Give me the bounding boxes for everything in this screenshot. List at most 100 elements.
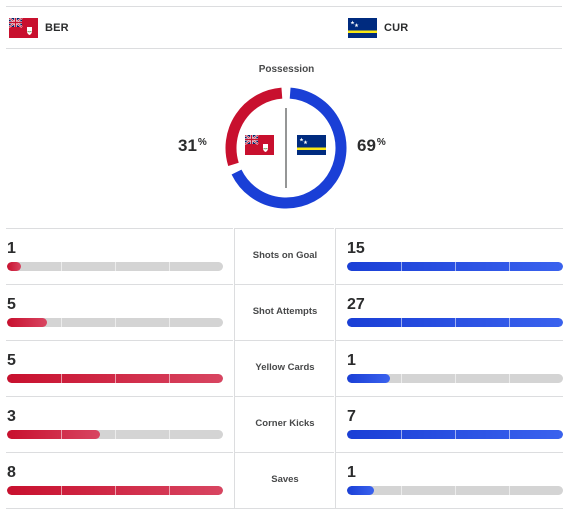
divider (234, 228, 235, 284)
away-stat-value: 7 (347, 408, 356, 425)
bar-tick (401, 262, 402, 271)
home-stat-bar (7, 430, 223, 439)
home-team[interactable]: BER (9, 17, 69, 39)
possession-donut-chart (225, 87, 347, 209)
bar-tick (61, 262, 62, 271)
divider (235, 452, 334, 453)
away-stat-bar (347, 262, 563, 271)
home-stat-bar (7, 374, 223, 383)
bar-tick (61, 430, 62, 439)
divider (234, 284, 235, 340)
home-team-abbr: BER (45, 22, 69, 34)
home-stat-bar-fill (7, 262, 21, 271)
bar-tick (401, 374, 402, 383)
away-possession-arc (231, 87, 347, 209)
bar-tick (455, 486, 456, 495)
divider (336, 396, 563, 397)
bar-tick (455, 262, 456, 271)
away-stat-value: 15 (347, 240, 365, 257)
bar-tick (455, 430, 456, 439)
stat-row: 1 Shots on Goal 15 (0, 228, 573, 284)
bar-tick (509, 374, 510, 383)
divider (234, 452, 235, 508)
divider (6, 508, 563, 509)
divider (235, 340, 334, 341)
divider (336, 452, 563, 453)
bar-tick (509, 430, 510, 439)
stat-row: 3 Corner Kicks 7 (0, 396, 573, 452)
home-possession-arc (225, 87, 283, 166)
home-stat-value: 8 (7, 464, 16, 481)
bar-tick (169, 430, 170, 439)
away-stat-bar (347, 318, 563, 327)
divider (6, 396, 233, 397)
bar-tick (115, 318, 116, 327)
away-stat-bar (347, 374, 563, 383)
away-possession-pct: 69% (357, 136, 386, 155)
away-stat-bar-fill (347, 374, 391, 383)
possession-section: Possession 31% 69% (0, 50, 573, 220)
possession-title: Possession (258, 64, 315, 75)
bar-tick (115, 262, 116, 271)
away-team[interactable]: CUR (348, 17, 408, 39)
away-stat-bar (347, 486, 563, 495)
home-stat-value: 3 (7, 408, 16, 425)
away-stat-bar (347, 430, 563, 439)
curacao-flag-icon (297, 135, 326, 155)
divider (6, 6, 562, 7)
team-header: BER CUR (0, 0, 573, 50)
divider (6, 452, 233, 453)
divider (235, 284, 334, 285)
divider (336, 284, 563, 285)
stat-row: 5 Shot Attempts 27 (0, 284, 573, 340)
bar-tick (509, 486, 510, 495)
divider (6, 48, 562, 49)
bar-tick (401, 318, 402, 327)
away-stat-value: 1 (347, 352, 356, 369)
bar-tick (61, 374, 62, 383)
bermuda-flag-icon (245, 135, 274, 155)
divider (234, 396, 235, 452)
divider (335, 340, 336, 396)
divider (6, 284, 233, 285)
bar-tick (401, 486, 402, 495)
bar-tick (169, 262, 170, 271)
bar-tick (169, 318, 170, 327)
away-stat-bar-fill (347, 486, 374, 495)
bar-tick (61, 486, 62, 495)
curacao-flag-icon (348, 18, 377, 38)
stat-label: Corner Kicks (255, 418, 315, 429)
stat-label: Shot Attempts (252, 306, 318, 317)
bar-tick (169, 374, 170, 383)
home-stat-value: 5 (7, 352, 16, 369)
away-stat-value: 1 (347, 464, 356, 481)
home-stat-bar (7, 262, 223, 271)
stat-label: Yellow Cards (255, 362, 315, 373)
home-stat-bar (7, 486, 223, 495)
divider (335, 396, 336, 452)
stat-row: 8 Saves 1 (0, 452, 573, 508)
stat-label: Shots on Goal (252, 250, 318, 261)
bar-tick (115, 374, 116, 383)
divider (235, 396, 334, 397)
divider (336, 228, 563, 229)
home-possession-pct: 31% (178, 136, 207, 155)
stat-label: Saves (271, 474, 299, 485)
divider (336, 340, 563, 341)
bar-tick (115, 430, 116, 439)
divider (6, 228, 233, 229)
away-team-abbr: CUR (384, 22, 409, 34)
bar-tick (509, 262, 510, 271)
bar-tick (509, 318, 510, 327)
bar-tick (115, 486, 116, 495)
divider (335, 284, 336, 340)
home-stat-bar-fill (7, 430, 100, 439)
home-stat-bar-fill (7, 318, 47, 327)
bar-tick (61, 318, 62, 327)
stat-row: 5 Yellow Cards 1 (0, 340, 573, 396)
bar-tick (455, 318, 456, 327)
divider (235, 228, 334, 229)
bar-tick (169, 486, 170, 495)
home-stat-value: 1 (7, 240, 16, 257)
divider (335, 228, 336, 284)
